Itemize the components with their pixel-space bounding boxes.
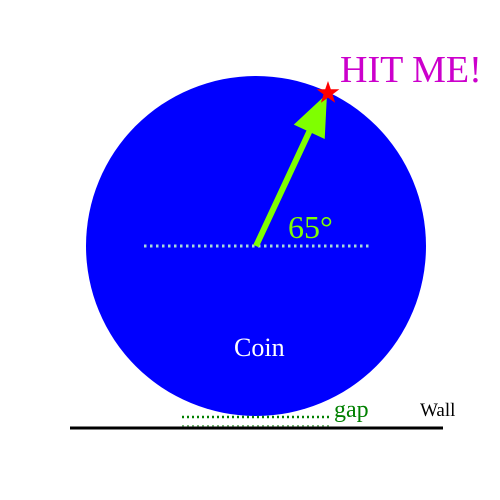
star-icon [316, 81, 340, 103]
hit-me-label: HIT ME! [340, 49, 482, 91]
wall-label: Wall [420, 400, 455, 421]
gap-label: gap [334, 397, 369, 423]
coin-label: Coin [234, 333, 285, 362]
arrowhead-icon [293, 93, 327, 139]
angle-label: 65° [288, 209, 333, 245]
coin [86, 76, 426, 416]
arrow-icon [253, 126, 314, 248]
